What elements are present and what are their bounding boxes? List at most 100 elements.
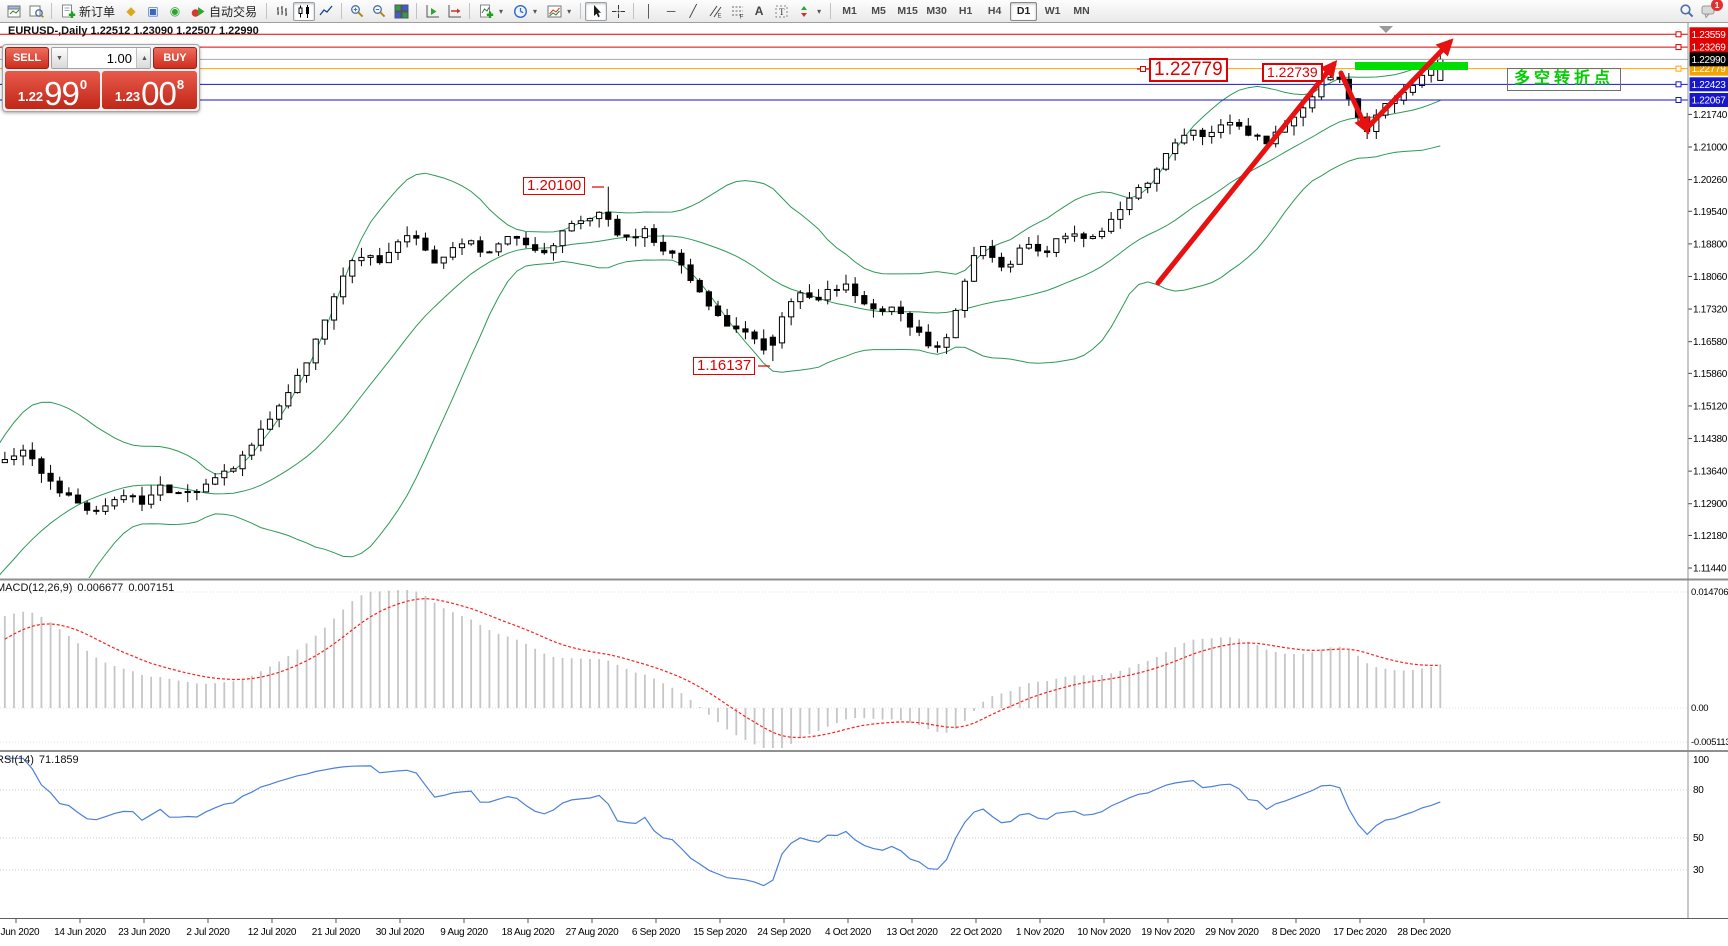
- auto-scroll-button[interactable]: [421, 2, 443, 21]
- buy-price-button[interactable]: 1.23 00 8: [102, 71, 197, 110]
- bar-chart-button[interactable]: [271, 2, 293, 21]
- rsi-pane: [0, 757, 1688, 887]
- one-click-trading-panel: SELL ▼ ▲ BUY 1.22 99 0 1.23 00 8: [2, 44, 200, 112]
- pivot-note-annotation[interactable]: 多空转折点: [1507, 68, 1622, 91]
- zoom-in-button[interactable]: [346, 2, 368, 21]
- notifications-button[interactable]: 1: [1698, 0, 1723, 21]
- price-axis: 1.23559 1.23269 1.22779 1.22423 1.22067 1.229…: [1688, 27, 1728, 876]
- price-annotation-1-16137[interactable]: 1.16137: [693, 357, 756, 375]
- svg-text:1.12900: 1.12900: [1693, 499, 1728, 510]
- chart-shift-icon: [448, 4, 461, 17]
- toolbar-separator: [341, 3, 343, 19]
- horizontal-line-tool[interactable]: ─: [660, 2, 682, 21]
- equidistant-channel-icon: E: [709, 5, 721, 19]
- chart-window-icon: [7, 5, 20, 17]
- indicators-menu-button[interactable]: ▾: [474, 2, 508, 21]
- svg-text:30 Jul 2020: 30 Jul 2020: [376, 927, 425, 938]
- svg-text:1.12180: 1.12180: [1693, 531, 1728, 542]
- timeframe-m30[interactable]: M30: [926, 5, 947, 17]
- svg-text:80: 80: [1693, 785, 1704, 796]
- timeframe-m15[interactable]: M15: [897, 5, 918, 17]
- rsi-header: RSI(14) 71.1859: [0, 754, 84, 766]
- periods-menu-button[interactable]: ▾: [508, 2, 542, 21]
- crosshair-icon: [611, 4, 625, 18]
- zoom-out-button[interactable]: [368, 2, 390, 21]
- autotrading-button[interactable]: 自动交易: [186, 2, 262, 21]
- price-annotation-1-22779[interactable]: 1.22779: [1149, 58, 1228, 82]
- timeframe-m5[interactable]: M5: [871, 5, 886, 17]
- new-chart-icon[interactable]: [3, 2, 25, 21]
- zoom-out-icon: [372, 4, 385, 17]
- tile-windows-button[interactable]: [390, 2, 412, 21]
- svg-text:50: 50: [1693, 833, 1704, 844]
- signals-icon: ◉: [169, 4, 181, 18]
- metaeditor-button[interactable]: ◆: [120, 2, 142, 21]
- fibonacci-icon: F: [731, 6, 743, 19]
- candlestick-chart-button[interactable]: [293, 1, 316, 21]
- chevron-down-icon: ▾: [817, 6, 822, 16]
- trendline-tool[interactable]: ╱: [682, 2, 704, 21]
- svg-text:1.13640: 1.13640: [1693, 467, 1728, 478]
- cursor-icon: [593, 4, 601, 17]
- profiles-icon[interactable]: [25, 2, 47, 21]
- svg-text:15 Sep 2020: 15 Sep 2020: [693, 927, 747, 938]
- new-order-label: 新订单: [79, 4, 116, 19]
- sell-button[interactable]: SELL: [5, 47, 49, 69]
- timeframe-mn[interactable]: MN: [1073, 5, 1090, 17]
- price-annotation-1-20100[interactable]: 1.20100: [523, 177, 586, 195]
- svg-text:17 Dec 2020: 17 Dec 2020: [1333, 927, 1387, 938]
- sell-price-button[interactable]: 1.22 99 0: [5, 71, 100, 112]
- svg-text:0.00: 0.00: [1691, 703, 1708, 714]
- chart-window: [0, 23, 1728, 946]
- timeframe-w1[interactable]: W1: [1044, 5, 1061, 17]
- cursor-tool-button[interactable]: [585, 1, 608, 21]
- fibonacci-tool[interactable]: F: [726, 2, 748, 21]
- svg-text:1.18060: 1.18060: [1693, 272, 1728, 283]
- timeframe-d1[interactable]: D1: [1010, 1, 1038, 21]
- svg-text:19 Nov 2020: 19 Nov 2020: [1141, 927, 1195, 938]
- chart-shift-button[interactable]: [443, 2, 465, 21]
- arrows-tool[interactable]: ▾: [792, 2, 826, 21]
- search-button[interactable]: [1676, 2, 1698, 21]
- volume-increase-button[interactable]: ▲: [136, 48, 150, 68]
- sell-price-prefix: 1.22: [17, 89, 44, 104]
- candlestick-series: [1, 54, 1444, 515]
- text-label-tool[interactable]: T: [770, 2, 792, 21]
- chevron-down-icon: ▾: [567, 6, 572, 16]
- sell-price-big: 99: [44, 74, 80, 112]
- svg-text:1.23269: 1.23269: [1692, 43, 1727, 54]
- svg-text:1.19540: 1.19540: [1693, 207, 1728, 218]
- autotrading-label: 自动交易: [209, 4, 258, 19]
- text-label-icon: T: [775, 5, 788, 17]
- volume-input[interactable]: [68, 48, 136, 68]
- text-tool[interactable]: A: [748, 2, 770, 21]
- sell-price-pip: 0: [79, 77, 88, 92]
- chevron-down-icon: ▾: [499, 6, 504, 16]
- price-annotation-1-22739[interactable]: 1.22739: [1262, 63, 1323, 82]
- channel-tool[interactable]: E: [704, 2, 726, 21]
- timeframe-h1[interactable]: H1: [958, 5, 973, 17]
- timeframe-h4[interactable]: H4: [987, 5, 1002, 17]
- volume-decrease-button[interactable]: ▼: [52, 48, 68, 68]
- svg-text:-0.005113: -0.005113: [1691, 737, 1728, 748]
- autotrading-icon: [191, 6, 205, 17]
- macd-header: MACD(12,26,9) 0.006677 0.007151: [0, 582, 179, 594]
- volume-stepper: ▼ ▲: [51, 47, 151, 69]
- candlestick-chart-icon: [298, 4, 309, 18]
- line-chart-button[interactable]: [315, 2, 337, 21]
- signals-button[interactable]: ◉: [164, 2, 186, 21]
- chevron-down-icon: ▾: [533, 6, 538, 16]
- rsi-value: 71.1859: [38, 754, 79, 766]
- time-axis: 4 Jun 2020 14 Jun 2020 23 Jun 2020 2 Jul 20…: [0, 919, 1452, 938]
- svg-text:9 Aug 2020: 9 Aug 2020: [440, 927, 488, 938]
- terminal-button[interactable]: ▣: [142, 2, 164, 21]
- new-order-button[interactable]: 新订单: [56, 2, 120, 21]
- timeframe-m1[interactable]: M1: [842, 5, 857, 17]
- zoom-in-icon: [350, 4, 363, 17]
- vertical-line-tool[interactable]: │: [638, 2, 660, 21]
- buy-button[interactable]: BUY: [153, 47, 197, 69]
- toolbar-separator: [51, 3, 52, 19]
- crosshair-tool-button[interactable]: [607, 2, 629, 21]
- templates-menu-button[interactable]: ▾: [542, 2, 576, 21]
